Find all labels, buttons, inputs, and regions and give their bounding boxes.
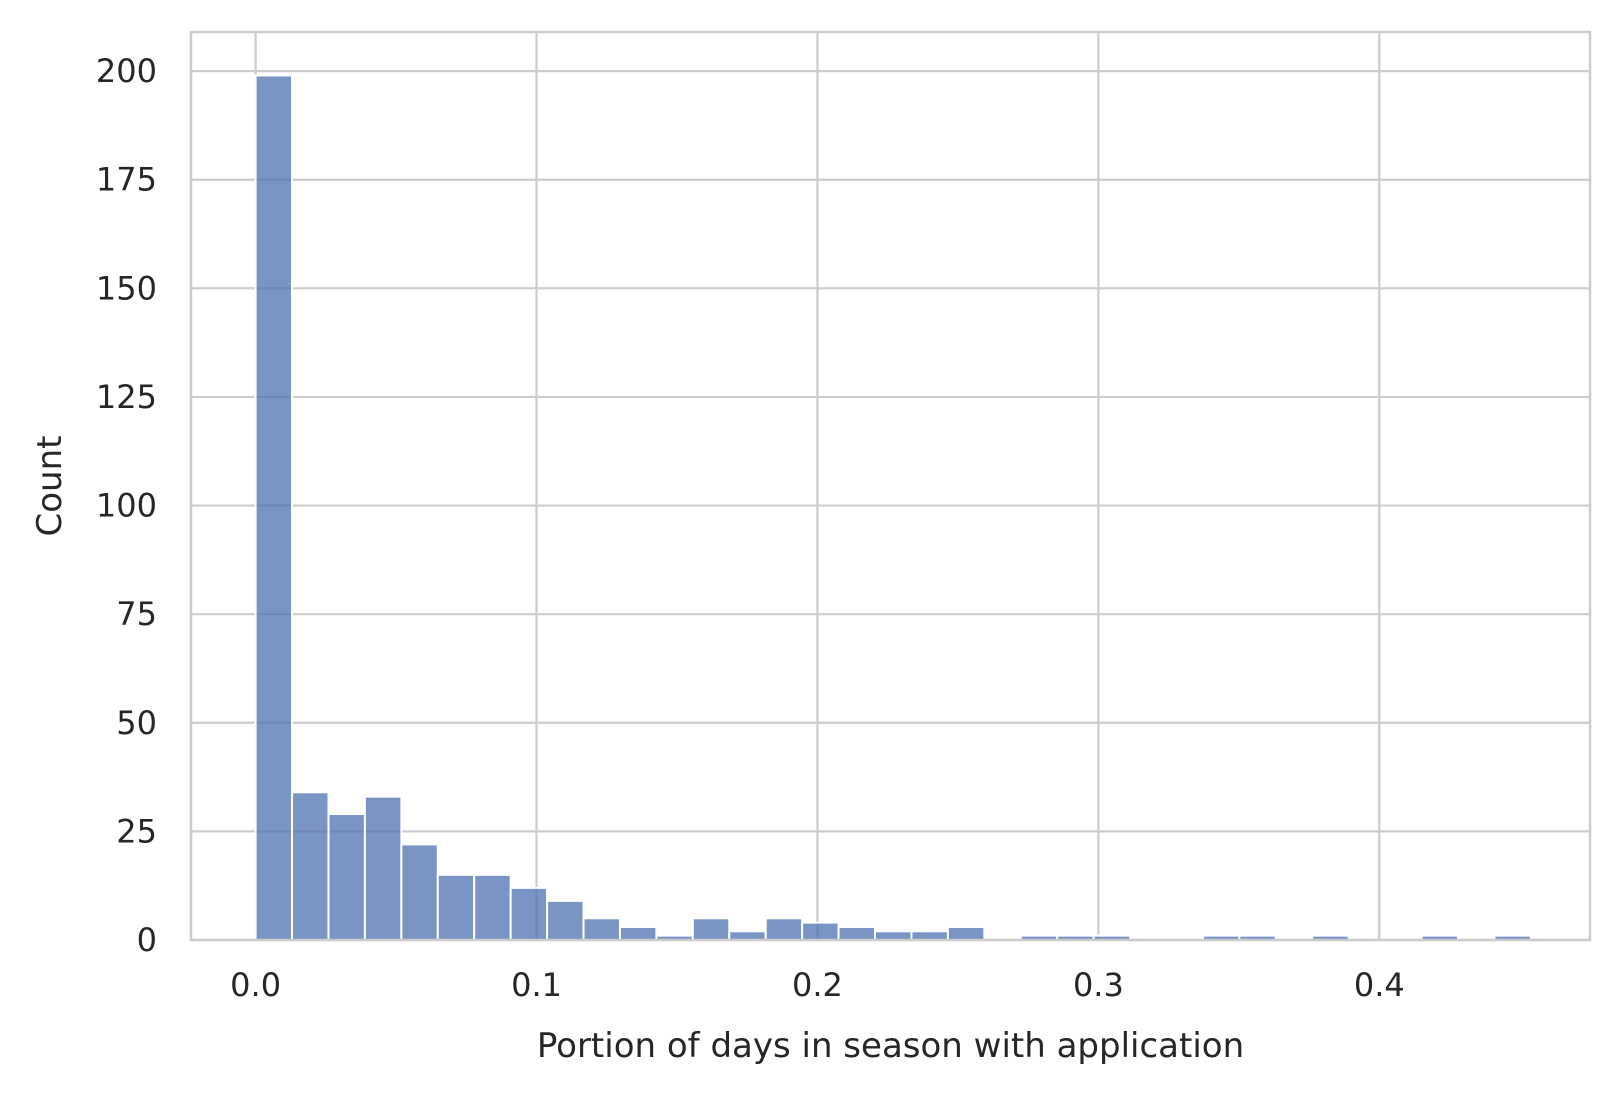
y-tick-label: 0 <box>137 921 157 959</box>
histogram-bar <box>874 930 913 942</box>
histogram-bar <box>291 791 330 942</box>
y-tick-label: 125 <box>96 378 157 416</box>
histogram-bar <box>801 921 840 941</box>
histogram-bar <box>691 917 731 942</box>
histogram-bar <box>327 813 366 942</box>
histogram-bar <box>618 925 658 941</box>
x-tick-label: 0.4 <box>1354 966 1405 1004</box>
y-tick-label: 25 <box>116 812 157 850</box>
histogram-bar <box>582 917 621 942</box>
x-tick-label: 0.2 <box>792 966 843 1004</box>
y-tick-label: 75 <box>116 595 157 633</box>
histogram-bar <box>473 873 512 941</box>
histogram-bar <box>946 925 986 941</box>
x-tick-label: 0.1 <box>511 966 562 1004</box>
x-tick-label: 0.0 <box>230 966 281 1004</box>
y-tick-labels: 0 25 50 75 100 125 150 175 200 <box>96 52 157 959</box>
y-tick-label: 50 <box>116 704 157 742</box>
histogram-bar <box>728 930 767 942</box>
x-axis-label: Portion of days in season with applicati… <box>537 1026 1244 1066</box>
y-tick-label: 200 <box>96 52 157 90</box>
x-tick-label: 0.3 <box>1073 966 1124 1004</box>
histogram-bar <box>546 899 585 942</box>
y-tick-label: 175 <box>96 161 157 199</box>
histogram-bar <box>764 917 804 942</box>
histogram-bar <box>910 930 949 942</box>
histogram-bar <box>363 795 403 942</box>
histogram-bar <box>254 74 294 942</box>
histogram-bar <box>400 843 439 942</box>
y-axis-label: Count <box>30 436 70 537</box>
plot-frame <box>189 30 1592 942</box>
histogram-bar <box>436 873 476 941</box>
x-tick-labels: 0.0 0.1 0.2 0.3 0.4 <box>230 966 1405 1004</box>
histogram-bar <box>837 925 877 941</box>
histogram-bar <box>509 886 549 941</box>
grid-lines <box>191 32 1590 942</box>
histogram-bars <box>254 74 1532 942</box>
y-tick-label: 100 <box>96 487 157 525</box>
y-tick-label: 150 <box>96 269 157 307</box>
